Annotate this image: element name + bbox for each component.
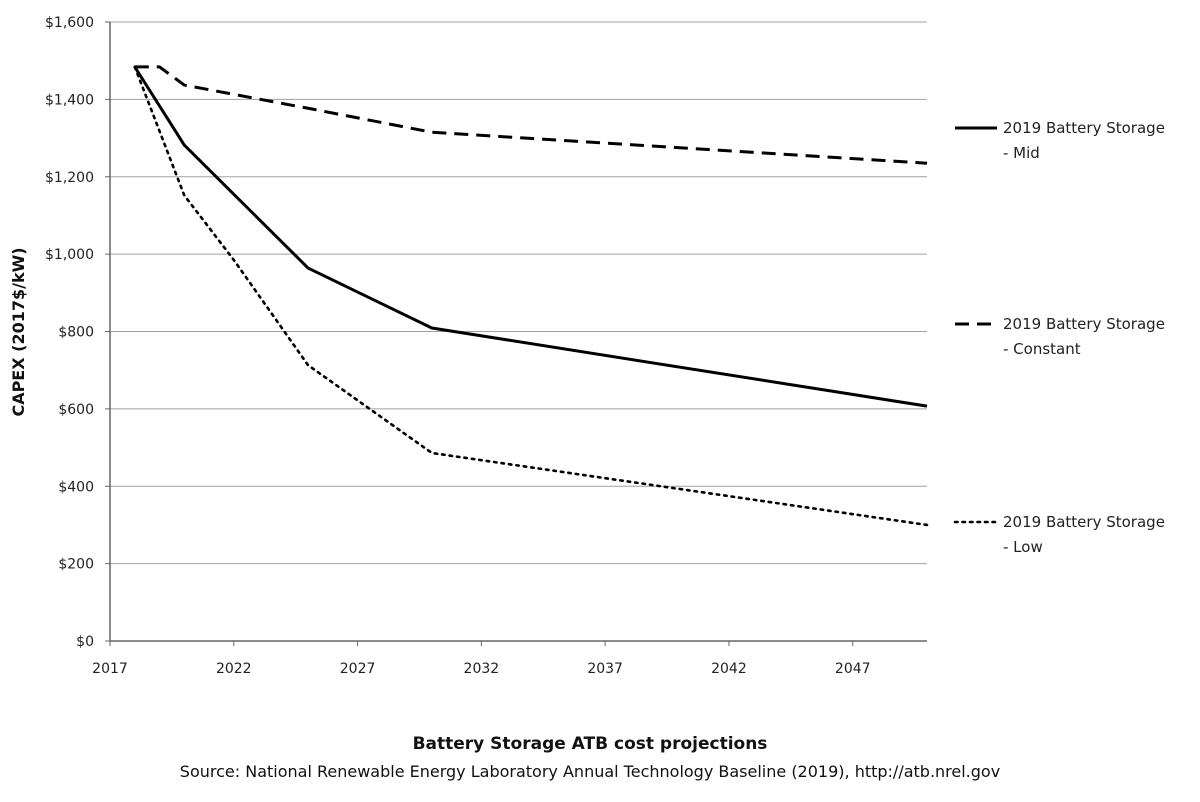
legend-label: 2019 Battery Storage	[1003, 513, 1165, 531]
series-line-dotted	[133, 65, 929, 527]
y-tick-label: $0	[76, 634, 94, 650]
chart-source: Source: National Renewable Energy Labora…	[179, 762, 1001, 781]
x-tick-label: 2047	[835, 661, 871, 677]
x-tick-label: 2037	[587, 661, 623, 677]
y-tick-label: $1,200	[45, 170, 94, 186]
y-tick-label: $200	[58, 557, 94, 573]
y-tick-label: $1,600	[45, 15, 94, 31]
x-tick-label: 2032	[464, 661, 500, 677]
legend-label: 2019 Battery Storage	[1003, 119, 1165, 137]
legend-label: - Low	[1003, 538, 1043, 556]
y-tick-label: $800	[58, 325, 94, 341]
legend-label: - Mid	[1003, 144, 1040, 162]
x-tick-label: 2027	[340, 661, 376, 677]
y-tick-label: $600	[58, 402, 94, 418]
x-tick-label: 2017	[92, 661, 128, 677]
legend-label: - Constant	[1003, 340, 1081, 358]
y-tick-label: $1,400	[45, 92, 94, 108]
legend-label: 2019 Battery Storage	[1003, 315, 1165, 333]
y-tick-label: $400	[58, 479, 94, 495]
chart-title: Battery Storage ATB cost projections	[412, 734, 768, 754]
x-tick-label: 2042	[711, 661, 747, 677]
y-axis-label: CAPEX (2017$/kW)	[9, 247, 28, 416]
series-line-solid	[133, 66, 928, 408]
series-line-dashed	[134, 65, 928, 165]
y-tick-label: $1,000	[45, 247, 94, 263]
x-tick-label: 2022	[216, 661, 252, 677]
